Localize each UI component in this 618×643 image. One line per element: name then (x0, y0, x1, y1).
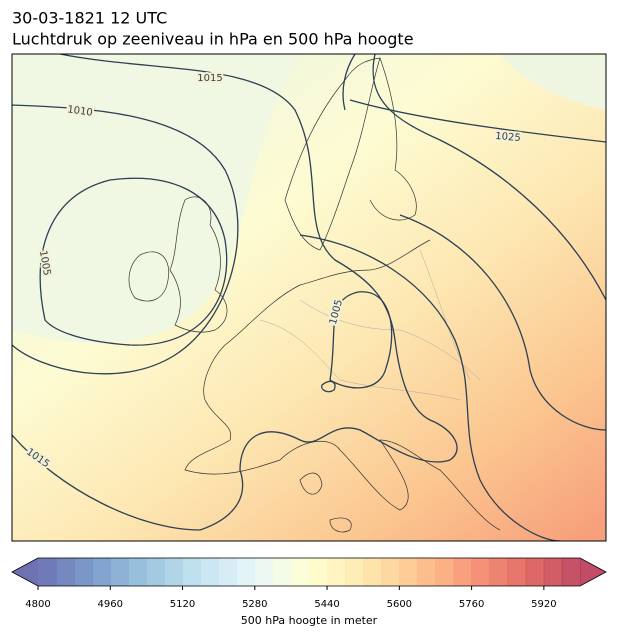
colorbar-outline (11, 557, 607, 587)
colorbar-bin (74, 558, 93, 586)
coastline (184, 239, 501, 531)
colorbar-bin (435, 558, 454, 586)
colorbar-bin (38, 558, 57, 586)
colorbar-bin (56, 558, 75, 586)
colorbar-bin (363, 558, 382, 586)
isobar-label: 1015 (197, 73, 222, 84)
border (259, 249, 481, 401)
colorbar-bin (218, 558, 238, 586)
colorbar-bin (164, 558, 183, 586)
isobar (12, 104, 239, 375)
map-frame (11, 53, 607, 542)
colorbar-bin (128, 558, 147, 586)
isobar-label: 1025 (495, 131, 521, 144)
colorbar-bin (182, 558, 201, 586)
colorbar-bin (110, 558, 129, 586)
colorbar-label: 500 hPa hoogte in meter (241, 614, 378, 627)
colorbar-tick-label: 4960 (98, 599, 123, 610)
colorbar-tick-label: 5600 (387, 599, 412, 610)
coastline (299, 472, 352, 533)
coastline (169, 196, 228, 333)
title: 30-03-1821 12 UTC (12, 9, 167, 28)
isobar (39, 177, 228, 346)
colorbar-bin (381, 558, 400, 586)
colorbar-bin (561, 558, 581, 586)
colorbar-tick-label: 5120 (170, 599, 195, 610)
colorbar-bin (399, 558, 418, 586)
colorbar-tick-label: 4800 (25, 599, 50, 610)
colorbar-tick-label: 5280 (242, 599, 267, 610)
colorbar-bin (489, 558, 509, 586)
isobar-label: 1010 (67, 104, 94, 118)
colorbar-bin (327, 558, 346, 586)
coastline (128, 251, 170, 302)
isobar (372, 54, 606, 301)
isobar (342, 54, 356, 111)
isobar (12, 54, 458, 531)
colorbar-bin (543, 558, 563, 586)
colorbar-bin (453, 558, 472, 586)
colorbar-bin (471, 558, 490, 586)
colorbar-extend-high (580, 558, 606, 586)
colorbar-extend-low (12, 558, 38, 586)
colorbar-bin (345, 558, 364, 586)
colorbar-bin (92, 558, 111, 586)
colorbar-tick-label: 5760 (459, 599, 484, 610)
coastline (284, 57, 381, 251)
colorbar: 4800 4960 5120 5280 5440 5600 5760 5920 (11, 557, 607, 610)
colorbar-tick-label: 5920 (531, 599, 556, 610)
isobar (349, 99, 606, 143)
coastline (369, 57, 417, 221)
isobar (299, 234, 561, 541)
colorbar-bin (272, 558, 292, 586)
colorbar-bin (309, 558, 328, 586)
colorbar-bin (200, 558, 219, 586)
colorbar-bin (254, 558, 274, 586)
subtitle: Luchtdruk op zeeniveau in hPa en 500 hPa… (12, 30, 414, 49)
map: 1015 1010 1025 1005 1005 1015 (12, 54, 606, 541)
colorbar-bin (236, 558, 256, 586)
height-field (500, 54, 606, 110)
colorbar-bin (507, 558, 527, 586)
colorbar-bin (525, 558, 545, 586)
colorbar-tick-label: 5440 (314, 599, 339, 610)
height-field (12, 54, 300, 344)
colorbar-bin (290, 558, 310, 586)
colorbar-bin (146, 558, 165, 586)
colorbar-bin (417, 558, 436, 586)
isobar (399, 214, 606, 431)
